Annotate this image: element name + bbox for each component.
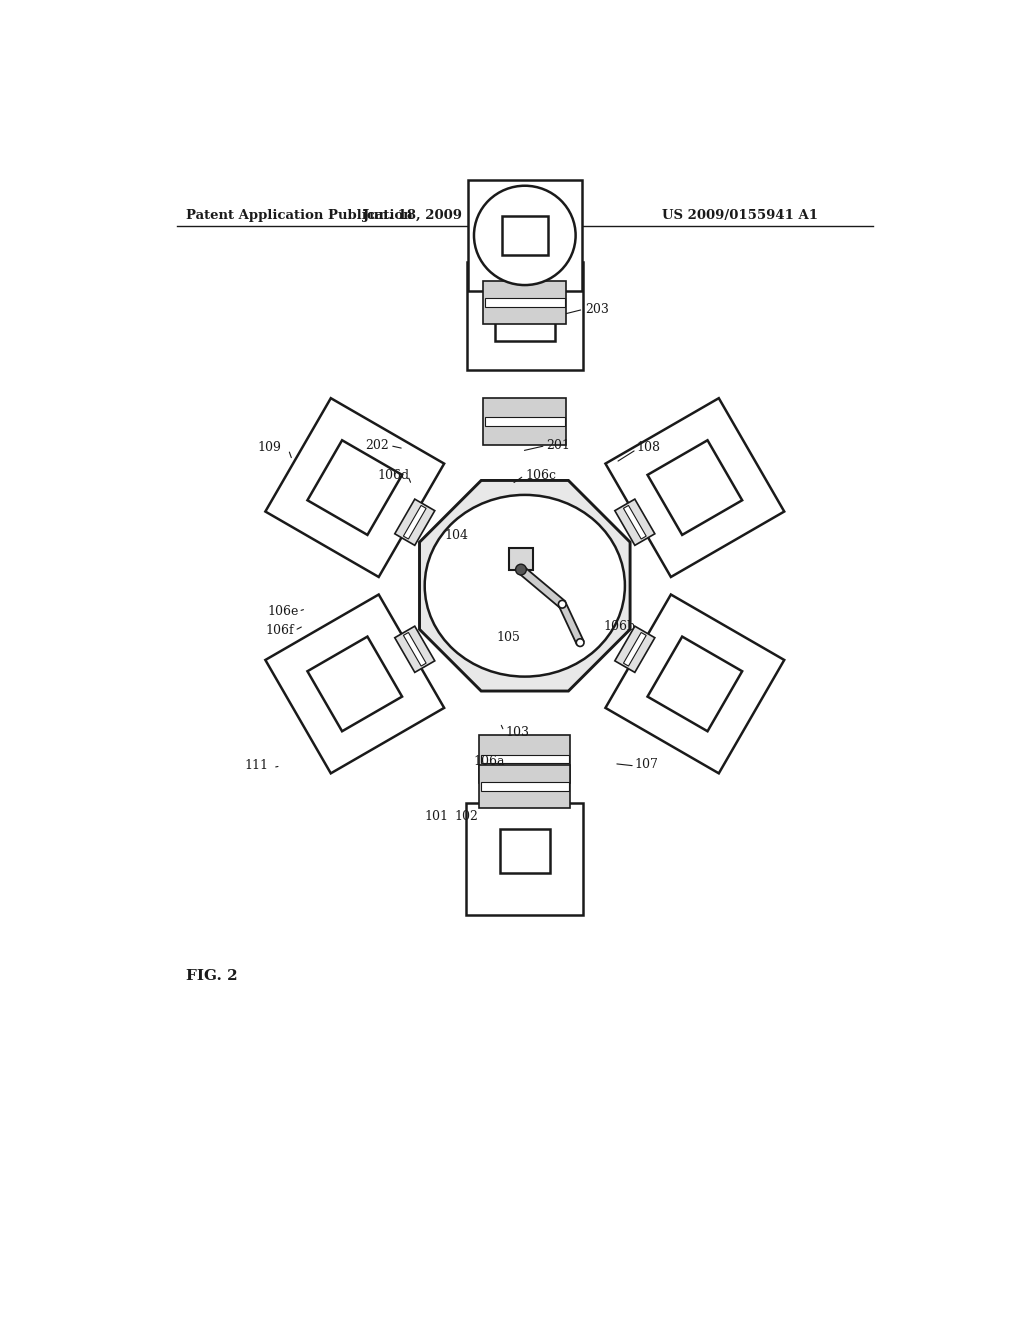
Circle shape xyxy=(577,639,584,647)
Text: 106b: 106b xyxy=(603,620,636,634)
Polygon shape xyxy=(518,566,565,607)
Circle shape xyxy=(558,601,566,609)
Polygon shape xyxy=(647,441,742,535)
Circle shape xyxy=(515,564,526,576)
Polygon shape xyxy=(605,399,784,577)
Text: 102: 102 xyxy=(454,810,478,824)
Text: 106e: 106e xyxy=(267,605,299,618)
Polygon shape xyxy=(502,216,548,255)
Polygon shape xyxy=(479,764,570,808)
Text: 106c: 106c xyxy=(525,469,557,482)
Polygon shape xyxy=(484,298,565,308)
Polygon shape xyxy=(265,594,444,774)
Polygon shape xyxy=(403,632,426,667)
Polygon shape xyxy=(614,499,654,545)
Text: 107: 107 xyxy=(635,758,658,771)
Polygon shape xyxy=(265,399,444,577)
Polygon shape xyxy=(559,603,584,644)
Ellipse shape xyxy=(474,186,575,285)
Polygon shape xyxy=(468,180,582,292)
Polygon shape xyxy=(483,281,566,325)
Text: 105: 105 xyxy=(497,631,520,644)
Polygon shape xyxy=(481,755,568,763)
Text: 106d: 106d xyxy=(377,469,409,482)
Text: 201: 201 xyxy=(547,440,570,453)
Text: 104: 104 xyxy=(444,529,469,543)
Polygon shape xyxy=(420,480,630,692)
Polygon shape xyxy=(484,417,565,426)
Polygon shape xyxy=(624,506,646,539)
Polygon shape xyxy=(509,548,534,570)
Polygon shape xyxy=(395,499,435,545)
Text: 109: 109 xyxy=(258,441,282,454)
Text: 101: 101 xyxy=(425,810,449,824)
Polygon shape xyxy=(605,594,784,774)
Polygon shape xyxy=(495,292,555,342)
Text: 111: 111 xyxy=(245,759,268,772)
Text: 106f: 106f xyxy=(265,624,294,638)
Text: 108: 108 xyxy=(637,441,660,454)
Polygon shape xyxy=(307,441,402,535)
Polygon shape xyxy=(307,636,402,731)
Polygon shape xyxy=(403,506,426,539)
Text: 106a: 106a xyxy=(473,755,505,768)
Polygon shape xyxy=(481,781,568,791)
Polygon shape xyxy=(395,626,435,672)
Polygon shape xyxy=(483,399,566,445)
Text: 202: 202 xyxy=(366,440,389,453)
Polygon shape xyxy=(466,804,584,915)
Polygon shape xyxy=(479,735,570,783)
Text: 203: 203 xyxy=(585,302,608,315)
Polygon shape xyxy=(467,263,583,370)
Polygon shape xyxy=(647,636,742,731)
Polygon shape xyxy=(624,632,646,667)
Text: 103: 103 xyxy=(506,726,529,739)
Ellipse shape xyxy=(425,495,625,677)
Text: FIG. 2: FIG. 2 xyxy=(186,969,238,983)
Text: US 2009/0155941 A1: US 2009/0155941 A1 xyxy=(662,209,818,222)
Text: Patent Application Publication: Patent Application Publication xyxy=(186,209,413,222)
Text: Jun. 18, 2009  Sheet 2 of 8: Jun. 18, 2009 Sheet 2 of 8 xyxy=(364,209,560,222)
Polygon shape xyxy=(614,626,654,672)
Polygon shape xyxy=(500,829,550,874)
